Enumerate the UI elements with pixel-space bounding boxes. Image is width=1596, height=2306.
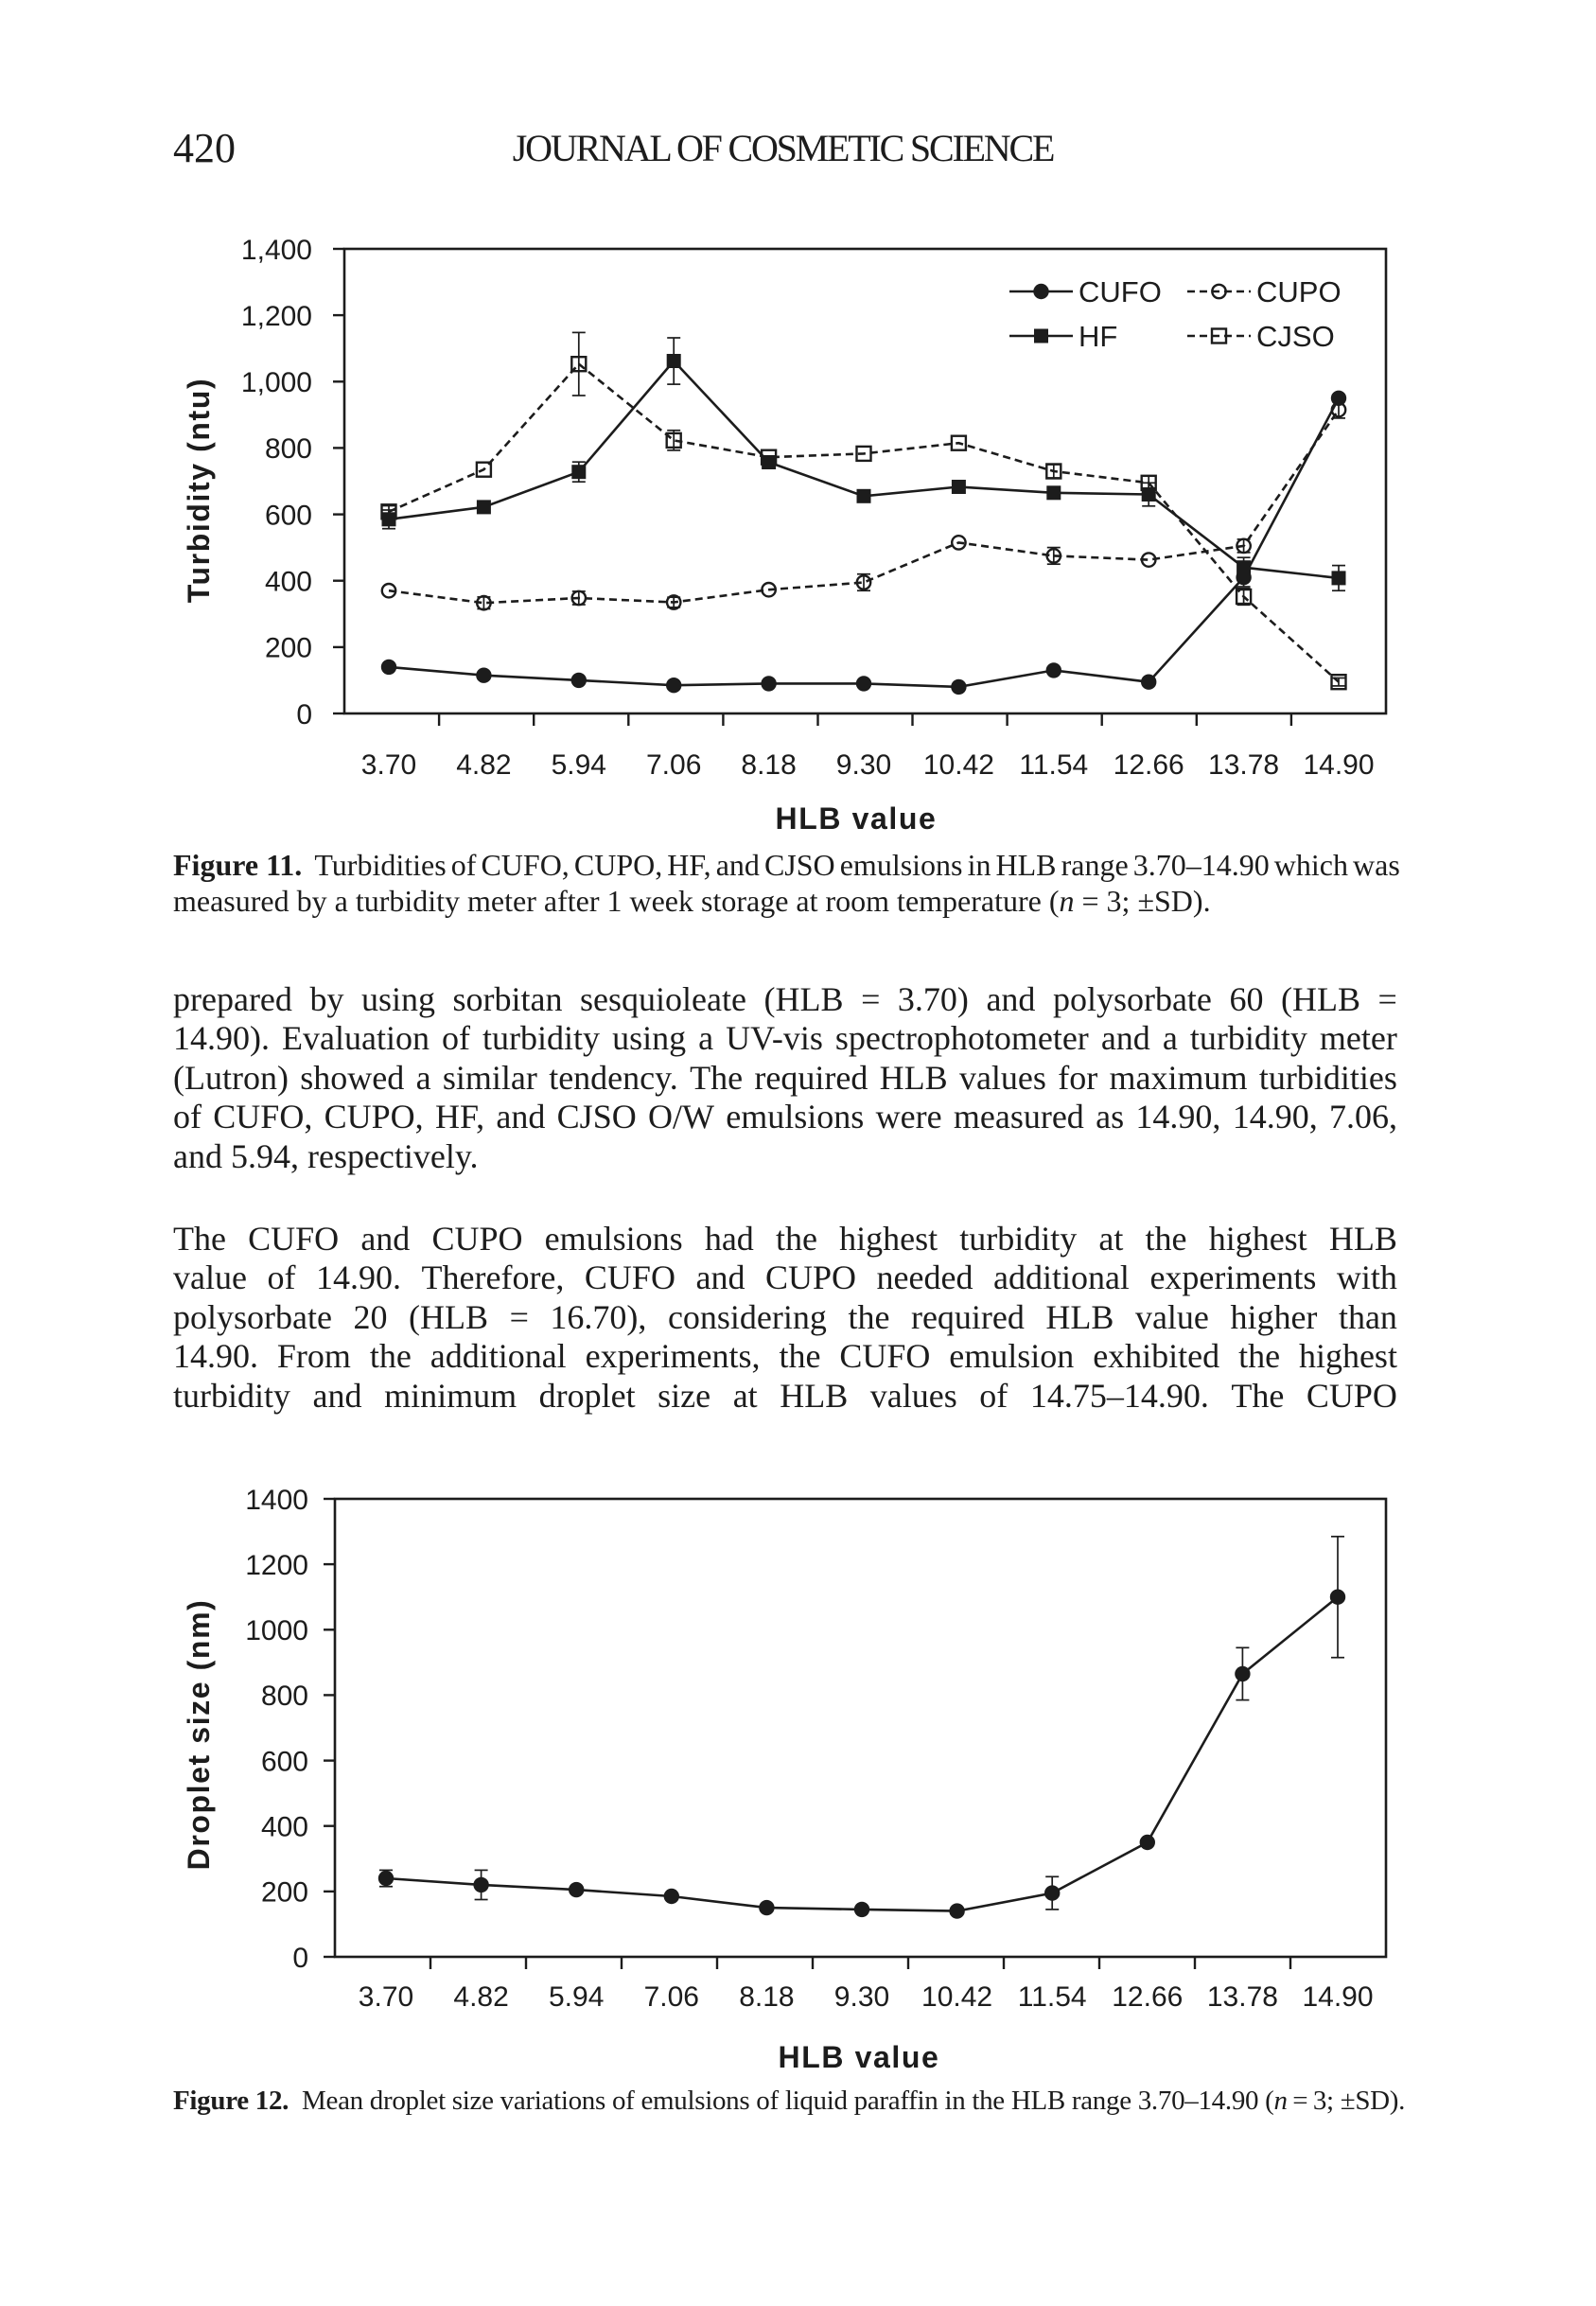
svg-text:13.78: 13.78: [1208, 749, 1279, 781]
svg-text:11.54: 11.54: [1019, 749, 1088, 781]
svg-text:9.30: 9.30: [834, 1981, 889, 2013]
svg-text:7.06: 7.06: [644, 1981, 699, 2013]
svg-text:5.94: 5.94: [549, 1981, 604, 2013]
svg-text:200: 200: [265, 633, 312, 664]
svg-text:1000: 1000: [245, 1615, 308, 1646]
svg-text:CUPO: CUPO: [1256, 275, 1342, 308]
svg-text:400: 400: [261, 1812, 308, 1843]
svg-text:400: 400: [265, 567, 312, 598]
svg-text:Droplet size (nm): Droplet size (nm): [182, 1599, 216, 1871]
svg-text:10.42: 10.42: [923, 749, 994, 781]
svg-text:14.90: 14.90: [1302, 1981, 1373, 2013]
svg-text:CJSO: CJSO: [1256, 320, 1335, 353]
svg-text:HLB value: HLB value: [776, 801, 938, 836]
svg-text:HF: HF: [1079, 320, 1117, 353]
svg-text:HLB value: HLB value: [779, 2040, 940, 2074]
svg-text:0: 0: [292, 1943, 308, 1974]
svg-text:800: 800: [265, 433, 312, 465]
svg-text:3.70: 3.70: [359, 1981, 413, 2013]
svg-text:8.18: 8.18: [739, 1981, 794, 2013]
svg-text:1200: 1200: [245, 1550, 308, 1581]
svg-text:3.70: 3.70: [361, 749, 416, 781]
svg-text:1,400: 1,400: [241, 235, 312, 266]
svg-text:7.06: 7.06: [646, 749, 701, 781]
svg-text:600: 600: [261, 1746, 308, 1777]
svg-text:1,200: 1,200: [241, 301, 312, 332]
svg-text:14.90: 14.90: [1303, 749, 1374, 781]
svg-text:0: 0: [296, 699, 312, 731]
svg-text:4.82: 4.82: [453, 1981, 508, 2013]
svg-text:5.94: 5.94: [552, 749, 606, 781]
svg-text:10.42: 10.42: [921, 1981, 992, 2013]
svg-text:4.82: 4.82: [456, 749, 511, 781]
svg-text:800: 800: [261, 1681, 308, 1712]
svg-text:12.66: 12.66: [1114, 749, 1184, 781]
svg-text:1400: 1400: [245, 1485, 308, 1516]
svg-text:600: 600: [265, 500, 312, 531]
svg-text:200: 200: [261, 1877, 308, 1909]
svg-text:13.78: 13.78: [1207, 1981, 1278, 2013]
svg-text:Turbidity (ntu): Turbidity (ntu): [182, 378, 216, 603]
svg-text:9.30: 9.30: [836, 749, 891, 781]
svg-text:8.18: 8.18: [741, 749, 796, 781]
svg-text:11.54: 11.54: [1018, 1981, 1087, 2013]
svg-text:12.66: 12.66: [1112, 1981, 1183, 2013]
svg-text:CUFO: CUFO: [1079, 275, 1162, 308]
svg-text:1,000: 1,000: [241, 367, 312, 398]
